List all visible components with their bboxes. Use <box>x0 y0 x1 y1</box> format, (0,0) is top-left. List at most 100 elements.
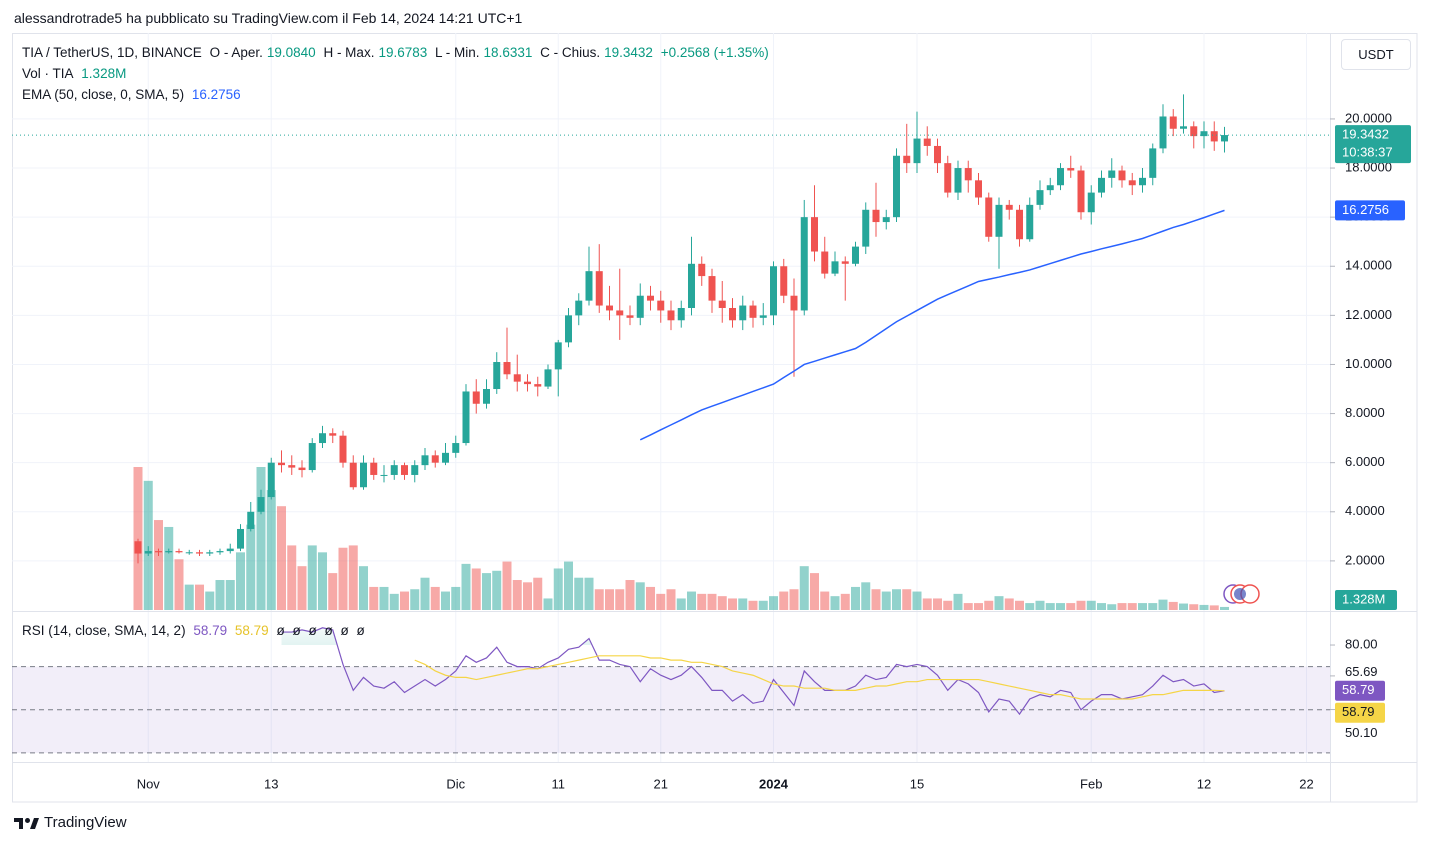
volume-bar <box>1127 603 1137 610</box>
candle-body <box>565 315 572 343</box>
volume-bar <box>728 598 737 610</box>
candle-body <box>770 266 777 316</box>
volume-bar <box>328 573 338 610</box>
volume-bar <box>430 586 440 610</box>
volume-bar <box>184 584 194 610</box>
y-tick-label: 8.0000 <box>1345 405 1385 420</box>
volume-bar <box>676 598 686 610</box>
volume-bar <box>707 593 717 610</box>
volume-bar <box>133 467 143 610</box>
candle-body <box>421 455 429 466</box>
candle-body <box>431 455 439 463</box>
ema-line <box>639 209 1225 441</box>
volume-bar <box>1168 601 1178 610</box>
volume-value: 1.328M <box>81 66 127 81</box>
rsi-value: 58.79 <box>193 623 228 638</box>
change: +0.2568 (+1.35%) <box>660 45 769 60</box>
candle-body <box>308 443 316 471</box>
volume-bar <box>461 563 471 610</box>
x-tick-label: 2024 <box>759 776 789 791</box>
volume-bar <box>912 591 922 610</box>
candle-body <box>800 217 808 311</box>
candle-body <box>554 342 562 370</box>
ohlc-value: 19.6783 <box>378 45 428 60</box>
volume-bar <box>881 591 891 610</box>
grid <box>12 33 1330 762</box>
volume-bar <box>277 506 286 610</box>
volume-bar <box>307 545 317 610</box>
volume-bar <box>963 603 973 610</box>
overbought-fill <box>281 627 593 646</box>
candle-body <box>1087 192 1095 213</box>
lines <box>12 134 1330 716</box>
candle-body <box>380 474 388 476</box>
y-tick-label: 65.69 <box>1345 664 1378 679</box>
volume-bar <box>697 593 707 610</box>
y-tick-label: 2.0000 <box>1345 552 1385 567</box>
candle-body <box>790 295 798 311</box>
candle-body <box>964 168 972 181</box>
candle-body <box>1036 190 1044 205</box>
candle-body <box>401 465 408 475</box>
candle-body <box>657 300 665 311</box>
candle-body <box>626 315 634 318</box>
volume-bar <box>225 580 235 610</box>
candle-body <box>677 307 685 321</box>
volume-bar <box>451 586 461 610</box>
candle-body <box>411 465 419 475</box>
candle-body <box>155 551 162 553</box>
volume-bar <box>410 589 420 610</box>
candle-body <box>718 300 726 308</box>
y-tick-label: 6.0000 <box>1345 454 1385 469</box>
rsi-value-label: 58.79 <box>1342 704 1375 719</box>
candles <box>134 94 1228 564</box>
volume-bar <box>215 580 225 610</box>
volume-bar <box>1097 603 1106 610</box>
countdown-label: 10:38:37 <box>1342 145 1393 160</box>
y-tick-label: 50.10 <box>1345 725 1378 740</box>
currency-button[interactable]: USDT <box>1341 39 1411 70</box>
volume-bar <box>1076 600 1086 610</box>
volume-bar <box>1179 603 1188 610</box>
event-icons <box>1223 584 1260 604</box>
volume-bar <box>994 596 1004 610</box>
candle-body <box>1180 126 1187 129</box>
volume-bar <box>1004 598 1014 610</box>
volume-bar <box>1015 600 1024 610</box>
candle-body <box>1169 116 1177 129</box>
candle-body <box>165 551 173 553</box>
brand: TradingView <box>14 814 127 831</box>
candle-body <box>872 209 880 223</box>
volume-bar <box>1035 600 1045 610</box>
flag-icon <box>1234 588 1246 600</box>
candle-body <box>913 138 921 164</box>
candle-body <box>247 511 255 529</box>
candle-body <box>688 263 695 308</box>
volume-bar <box>922 598 932 610</box>
candle-body <box>237 528 244 549</box>
candle-body <box>821 251 829 274</box>
candle-body <box>1210 131 1218 142</box>
volume-bar <box>769 596 778 610</box>
x-tick-label: Dic <box>446 776 465 791</box>
volume-bar <box>789 589 799 610</box>
volume-bar <box>1107 604 1117 610</box>
volume-bar <box>287 545 297 610</box>
volume-bar <box>512 580 522 610</box>
candle-body <box>698 263 706 277</box>
volume-bar <box>625 580 635 610</box>
rsi-value-label: 58.79 <box>1342 682 1375 697</box>
last-price-label: 19.3432 <box>1342 127 1389 142</box>
rsi-flags: ø ø ø ø ø ø <box>276 623 367 638</box>
rsi-line <box>414 655 1225 700</box>
volume-bar <box>400 591 409 610</box>
candle-body <box>606 305 613 311</box>
brand-logo <box>14 817 39 829</box>
volume-bar <box>820 591 830 610</box>
ohlc-name: C - Chius. <box>540 45 601 60</box>
candle-body <box>339 435 347 463</box>
volume-bar <box>154 520 163 610</box>
rsi-value-box <box>1335 702 1385 723</box>
candle-body <box>862 209 870 247</box>
volume-bar <box>953 593 963 610</box>
